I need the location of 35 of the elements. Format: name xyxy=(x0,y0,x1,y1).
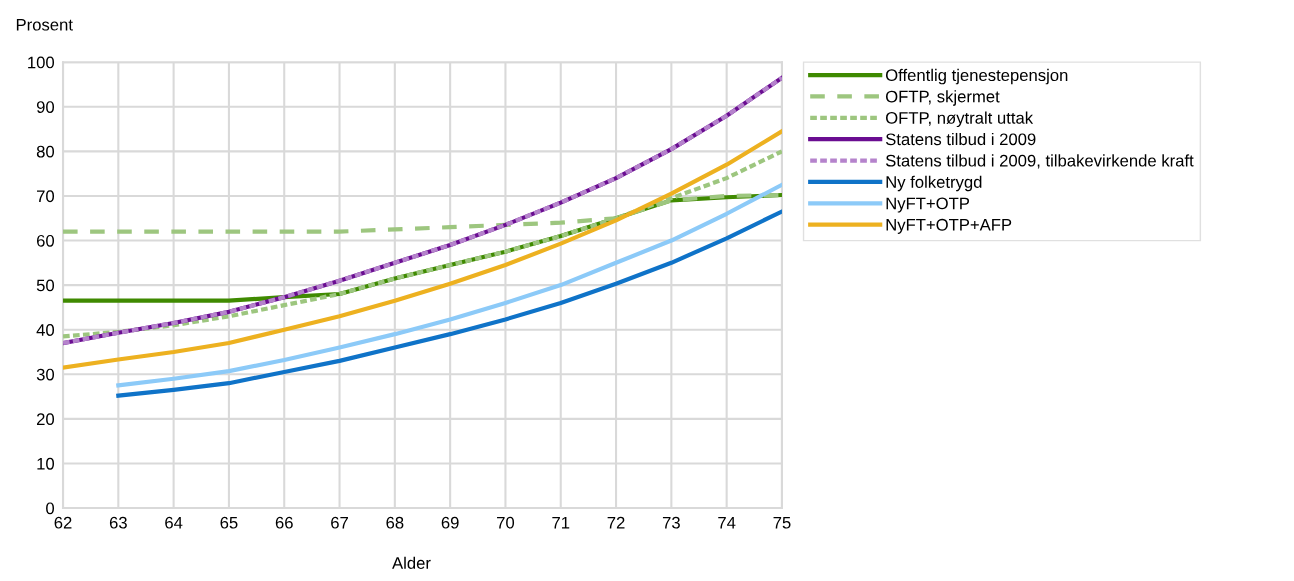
x-tick-label: 73 xyxy=(662,516,680,529)
x-tick-label: 71 xyxy=(552,516,570,529)
x-tick-label: 62 xyxy=(54,516,72,529)
legend-label: Statens tilbud i 2009, tilbakevirkende kraft xyxy=(885,154,1194,169)
x-tick-label: 68 xyxy=(386,516,404,529)
y-tick-label: 80 xyxy=(36,145,55,158)
x-tick-label: 70 xyxy=(497,516,515,529)
x-tick-label: 67 xyxy=(331,516,348,529)
legend-label: Ny folketrygd xyxy=(886,175,982,192)
y-tick-label: 60 xyxy=(36,234,55,247)
legend-label: NyFT+OTP+AFP xyxy=(886,218,1012,234)
x-tick-label: 72 xyxy=(607,516,625,529)
x-tick-label: 69 xyxy=(441,516,459,529)
x-tick-label: 74 xyxy=(718,516,736,529)
y-tick-label: 90 xyxy=(36,101,55,113)
legend-label: OFTP, skjermet xyxy=(885,90,1000,106)
legend-label: Offentlig tjenestepensjon xyxy=(885,68,1068,85)
x-tick-label: 63 xyxy=(109,516,127,529)
x-tick-label: 65 xyxy=(220,516,238,529)
y-axis-title: Prosent xyxy=(16,18,73,31)
x-tick-label: 66 xyxy=(275,516,293,529)
legend-label: Statens tilbud i 2009 xyxy=(885,132,1036,146)
y-tick-label: 70 xyxy=(37,190,55,203)
y-tick-label: 10 xyxy=(37,457,55,470)
y-tick-label: 50 xyxy=(36,279,55,292)
y-tick-label: 20 xyxy=(36,413,55,426)
legend-label: NyFT+OTP xyxy=(886,197,970,213)
y-tick-label: 0 xyxy=(46,502,55,515)
y-tick-label: 30 xyxy=(36,368,55,381)
x-axis-title: Alder xyxy=(392,556,431,569)
x-tick-label: 64 xyxy=(165,516,183,529)
x-tick-label: 75 xyxy=(773,516,791,529)
legend-label: OFTP, nøytralt uttak xyxy=(885,111,1034,128)
y-tick-label: 40 xyxy=(36,324,55,336)
y-tick-label: 100 xyxy=(28,56,55,69)
